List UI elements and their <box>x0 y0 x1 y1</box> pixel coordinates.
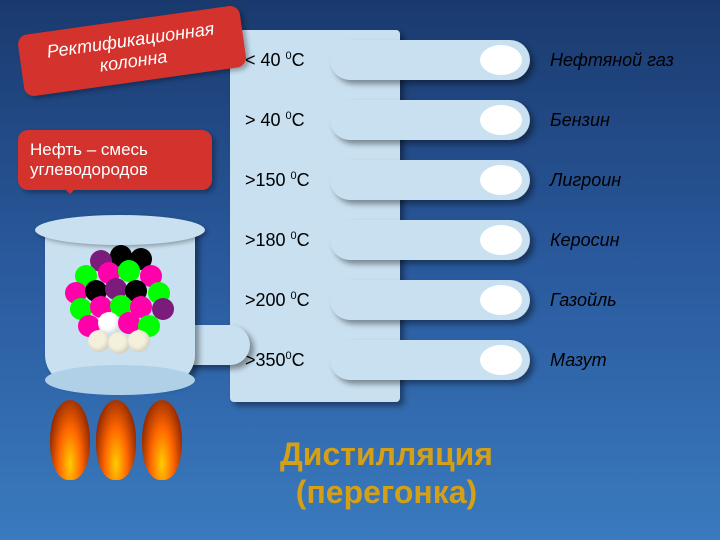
molecule-icon <box>88 330 110 352</box>
callout-column: Ректификационная колонна <box>17 5 247 98</box>
molecule-icon <box>128 330 150 352</box>
main-title: Дистилляция (перегонка) <box>280 435 493 512</box>
product-label-5: Мазут <box>550 350 607 371</box>
product-label-2: Лигроин <box>550 170 621 191</box>
temp-label-1: > 40 0С <box>245 110 305 131</box>
fraction-pipe-1 <box>330 100 530 140</box>
temp-label-0: < 40 0С <box>245 50 305 71</box>
product-label-0: Нефтяной газ <box>550 50 674 71</box>
temp-label-2: >150 0С <box>245 170 310 191</box>
bubble-icon <box>480 105 522 135</box>
bubble-icon <box>480 165 522 195</box>
beaker-bottom <box>45 365 195 395</box>
callout-column-text: Ректификационная колонна <box>45 18 215 75</box>
flame-icon <box>50 400 90 480</box>
flame-icon <box>96 400 136 480</box>
title-line-2: (перегонка) <box>296 474 477 510</box>
molecule-cluster <box>60 240 180 360</box>
product-label-3: Керосин <box>550 230 620 251</box>
oil-beaker <box>35 215 205 395</box>
product-label-1: Бензин <box>550 110 610 131</box>
title-line-1: Дистилляция <box>280 436 493 472</box>
temp-label-4: >200 0С <box>245 290 310 311</box>
product-label-4: Газойль <box>550 290 617 311</box>
bubble-icon <box>480 285 522 315</box>
bubble-icon <box>480 345 522 375</box>
temp-label-5: >3500С <box>245 350 305 371</box>
callout-oil: Нефть – смесь углеводородов <box>18 130 212 190</box>
fraction-pipe-0 <box>330 40 530 80</box>
fraction-pipe-5 <box>330 340 530 380</box>
fraction-pipe-4 <box>330 280 530 320</box>
callout-oil-text: Нефть – смесь углеводородов <box>30 140 148 179</box>
fraction-pipe-3 <box>330 220 530 260</box>
temp-label-3: >180 0С <box>245 230 310 251</box>
bubble-icon <box>480 45 522 75</box>
bubble-icon <box>480 225 522 255</box>
fire <box>50 400 190 490</box>
fraction-pipe-2 <box>330 160 530 200</box>
molecule-icon <box>108 332 130 354</box>
flame-icon <box>142 400 182 480</box>
